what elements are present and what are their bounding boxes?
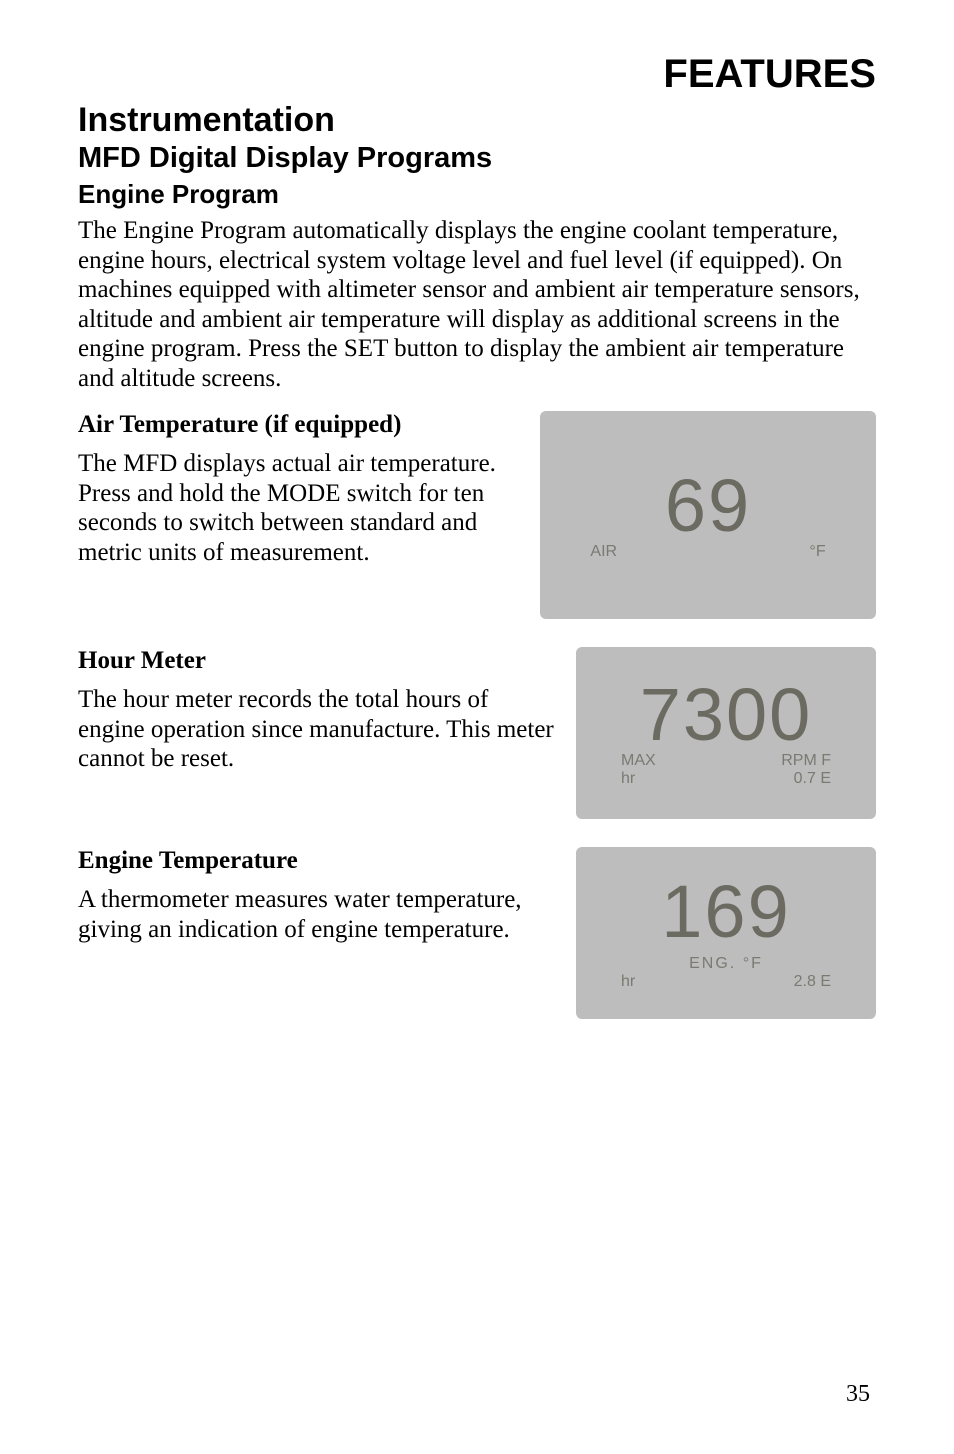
page-header: FEATURES xyxy=(78,52,876,97)
heading-instrumentation: Instrumentation xyxy=(78,101,876,140)
hour-meter-bottom-left: hr xyxy=(621,770,635,788)
air-temp-label-left: AIR xyxy=(590,543,617,561)
air-temp-title: Air Temperature (if equipped) xyxy=(78,411,522,439)
air-temp-display-image: 69 AIR °F xyxy=(540,411,876,619)
air-temp-value: 69 xyxy=(665,469,751,543)
hour-meter-value: 7300 xyxy=(640,678,813,752)
hour-meter-bottom-right: 0.7 E xyxy=(794,770,831,788)
page-number: 35 xyxy=(846,1381,870,1408)
intro-paragraph: The Engine Program automatically display… xyxy=(78,216,876,393)
engine-temp-body: A thermometer measures water temperature… xyxy=(78,885,558,944)
hour-meter-label-left: MAX xyxy=(621,752,656,770)
air-temp-label-right: °F xyxy=(809,543,825,561)
heading-engine-program: Engine Program xyxy=(78,179,876,210)
hour-meter-body: The hour meter records the total hours o… xyxy=(78,685,558,774)
engine-temp-title: Engine Temperature xyxy=(78,847,558,875)
engine-temp-label-center: ENG. °F xyxy=(689,955,763,973)
hour-meter-label-right: RPM F xyxy=(781,752,831,770)
engine-temp-value: 169 xyxy=(661,875,790,949)
section-air-temperature: Air Temperature (if equipped) The MFD di… xyxy=(78,411,876,619)
section-engine-temperature: Engine Temperature A thermometer measure… xyxy=(78,847,876,1019)
hour-meter-display-image: 7300 MAX RPM F hr 0.7 E xyxy=(576,647,876,819)
hour-meter-title: Hour Meter xyxy=(78,647,558,675)
heading-mfd: MFD Digital Display Programs xyxy=(78,142,876,175)
air-temp-body: The MFD displays actual air temperature.… xyxy=(78,449,522,567)
engine-temp-display-image: 169 ENG. °F hr 2.8 E xyxy=(576,847,876,1019)
engine-temp-bottom-left: hr xyxy=(621,973,635,991)
section-hour-meter: Hour Meter The hour meter records the to… xyxy=(78,647,876,819)
engine-temp-bottom-right: 2.8 E xyxy=(794,973,831,991)
